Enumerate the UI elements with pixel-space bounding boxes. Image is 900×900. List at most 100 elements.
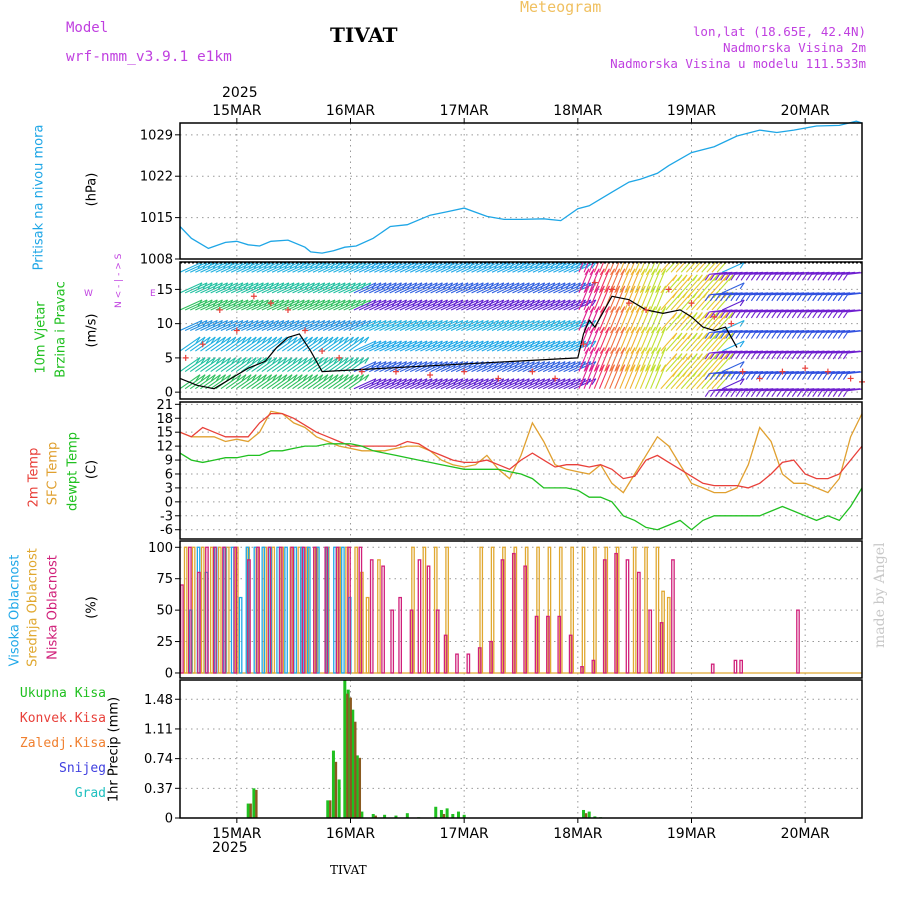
wind-barb (826, 388, 846, 392)
wind-barb (578, 306, 590, 331)
wind-barb (200, 282, 223, 294)
x-label-bottom: 20MAR (781, 826, 830, 842)
wind-barb (348, 336, 370, 352)
wind-barb (821, 350, 840, 354)
wind-barb-flag (692, 312, 698, 319)
wind-barb (796, 309, 815, 313)
wind-barb (322, 299, 346, 311)
wind-barb (765, 329, 784, 334)
wind-barb-flag (591, 340, 597, 348)
wind-barb (811, 329, 830, 334)
wind-barb (706, 332, 724, 352)
wind-barb (785, 271, 805, 275)
wind-barb-flag (730, 311, 736, 319)
wind-barb (675, 353, 693, 372)
wind-barb-flag (640, 268, 646, 276)
wind-barb (189, 374, 211, 390)
wind-barb (527, 340, 551, 352)
wind-barb-flag (715, 273, 720, 281)
wind-gust-marker (319, 348, 326, 355)
wind-barb (734, 350, 753, 354)
wind-barb-flag (620, 347, 626, 354)
wind-barb-flag (236, 336, 242, 344)
wind-barb (287, 299, 310, 311)
cloud-low-bar (455, 653, 459, 674)
cloud-low-bar (477, 647, 482, 674)
wind-barb (837, 271, 856, 275)
wind-barb (691, 370, 708, 390)
wind-barb-flag (656, 326, 662, 334)
wind-barb (210, 357, 232, 373)
wind-barb (220, 357, 242, 373)
precip-conv-bar (346, 693, 349, 818)
cloud-low-bar (205, 546, 209, 674)
wind-barb (491, 340, 515, 352)
wind-barb (832, 329, 851, 334)
wind-gust-marker (250, 293, 257, 300)
wind-barb (780, 292, 799, 296)
wind-barb (624, 268, 636, 294)
wind-barb (455, 299, 479, 311)
wind-barb-flag (318, 374, 324, 382)
wind-barb-flag (594, 364, 600, 372)
wind-barb (420, 282, 443, 294)
wind-barb (583, 285, 595, 311)
wind-barb-flag (735, 273, 741, 281)
wind-barb (379, 282, 402, 294)
wind-barb (282, 299, 305, 311)
wind-barb-flag (822, 373, 828, 380)
wind-barb-flag (796, 332, 802, 339)
wind-barb (644, 268, 656, 294)
wind-barb (184, 336, 206, 352)
wind-barb (721, 340, 745, 352)
wind-barb (821, 329, 840, 334)
wind-barb (716, 353, 734, 372)
wind-barb-flag (251, 374, 257, 382)
wind-barb-flag (740, 273, 746, 281)
wind-barb (409, 340, 433, 352)
wind-barb (588, 364, 600, 389)
wind-barb-flag (672, 332, 678, 340)
wind-barb (811, 271, 830, 275)
cloud-low-bar (511, 552, 516, 674)
wind-barb (796, 292, 815, 296)
wind-barb-flag (267, 357, 273, 364)
precip-conv-bar (329, 800, 332, 818)
wind-barb (425, 340, 448, 352)
wind-barb (755, 309, 774, 313)
cloud-low-bar (409, 609, 414, 674)
wind-barb (333, 262, 356, 273)
wind-barb (548, 282, 571, 294)
wind-barb (609, 306, 621, 331)
wind-barb (180, 282, 203, 294)
wind-barb-flag (730, 390, 736, 398)
wind-barb (241, 262, 264, 273)
cloud-high-bar (261, 546, 266, 674)
cloud-mid-bar (271, 546, 276, 674)
wind-barb (593, 326, 605, 352)
wind-barb (369, 319, 392, 332)
y-tick-label: 15 (156, 426, 173, 441)
wind-barb (491, 378, 515, 390)
wind-barb-flag (687, 370, 693, 378)
wind-barb-flag (812, 311, 818, 319)
wind-barb (328, 299, 351, 311)
wind-barb (491, 262, 515, 273)
wind-barb-flag (656, 347, 662, 354)
wind-barb-flag (308, 374, 313, 382)
wind-barb-flag (755, 390, 761, 398)
precip-total-bar (360, 811, 364, 818)
wind-barb-flag (272, 357, 278, 364)
wind-barb (230, 374, 252, 390)
wind-barb-flag (604, 326, 610, 334)
wind-barb (384, 361, 407, 373)
wind-barb (542, 282, 566, 294)
cloud-low-bar (222, 546, 226, 674)
wind-barb (184, 299, 208, 311)
wind-barb-flag (822, 390, 828, 398)
wind-barb-flag (817, 311, 823, 319)
wind-barb (650, 347, 662, 372)
wind-barb (714, 309, 733, 313)
wind-barb-flag (709, 352, 715, 360)
